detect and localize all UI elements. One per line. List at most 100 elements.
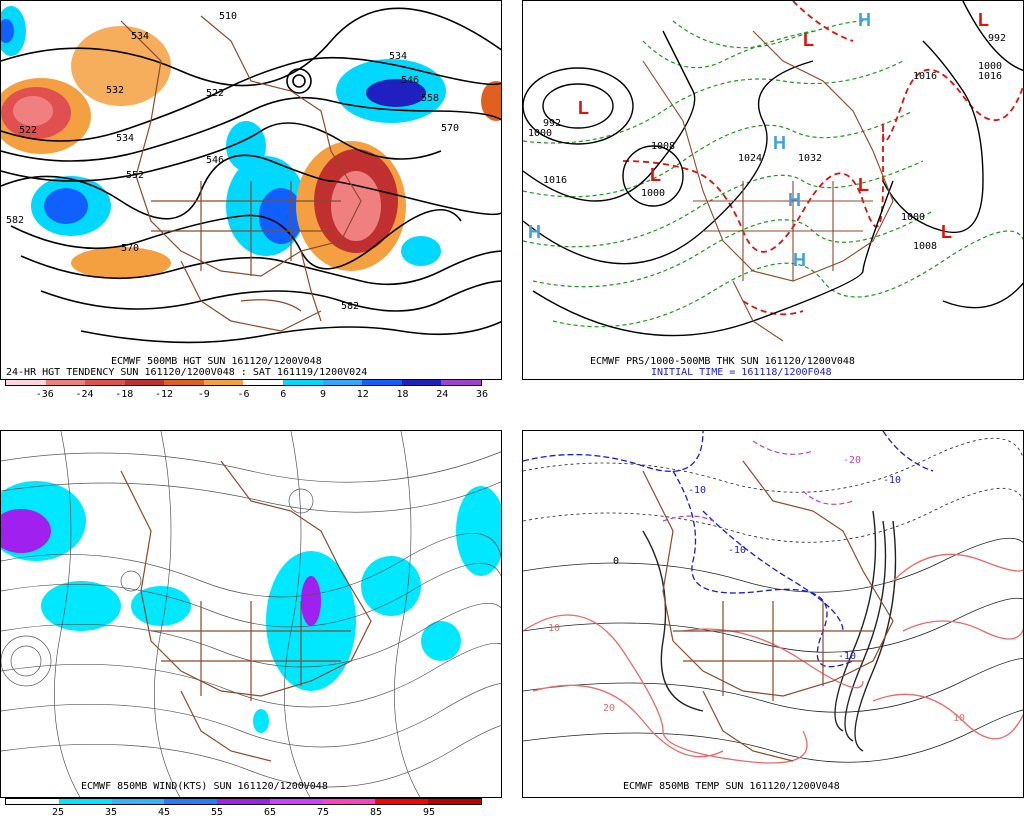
svg-text:582: 582: [341, 301, 359, 312]
panel-500mb-height: 534 522 532 546 570 582 534 546 558 570 …: [0, 0, 502, 380]
svg-text:534: 534: [389, 51, 407, 62]
svg-text:-10: -10: [838, 651, 856, 662]
colorbar-wind-ticks: 25 35 45 55 65 75 85 95: [5, 807, 482, 819]
panel-temp-caption: ECMWF 850MB TEMP SUN 161120/1200V048: [623, 781, 840, 792]
temp-labels: -10 -10 -10 -20 -10 0 10 10 20: [548, 455, 965, 724]
svg-text:522: 522: [19, 125, 37, 136]
colorbar-tick-label: 75: [316, 807, 330, 818]
colorbar-tick-label: 25: [51, 807, 65, 818]
svg-text:532: 532: [106, 85, 124, 96]
colorbar-tick-label: 6: [280, 389, 287, 400]
high-marker: H: [793, 250, 806, 270]
colorbar-tick-label: 18: [396, 389, 409, 400]
low-marker: L: [978, 10, 989, 30]
svg-text:546: 546: [401, 75, 419, 86]
svg-text:552: 552: [126, 170, 144, 181]
svg-text:0: 0: [613, 556, 619, 567]
isobars: [523, 1, 1023, 337]
colorbar-swatch: [58, 799, 112, 804]
colorbar-swatch: [164, 799, 218, 804]
svg-text:10: 10: [953, 713, 965, 724]
svg-text:-20: -20: [843, 455, 861, 466]
svg-text:534: 534: [131, 31, 149, 42]
svg-text:1016: 1016: [913, 71, 937, 82]
svg-text:1000: 1000: [528, 128, 552, 139]
colorbar-swatch: [269, 799, 323, 804]
colorbar-height-tendency: [5, 379, 482, 386]
colorbar-swatch: [203, 380, 244, 385]
colorbar-swatch: [322, 380, 363, 385]
svg-text:1000: 1000: [901, 212, 925, 223]
colorbar-swatch: [124, 380, 165, 385]
colorbar-swatch: [401, 380, 442, 385]
high-marker: H: [788, 190, 801, 210]
svg-text:1024: 1024: [738, 153, 762, 164]
panel-500mb-caption-2: 24-HR HGT TENDENCY SUN 161120/1200V048 :…: [6, 367, 368, 378]
colorbar-tick-label: 9: [319, 389, 326, 400]
colorbar-swatch: [441, 380, 481, 385]
svg-text:-10: -10: [883, 475, 901, 486]
low-marker: L: [803, 30, 814, 50]
colorbar-tick-label: 24: [436, 389, 449, 400]
svg-text:570: 570: [121, 243, 139, 254]
colorbar-swatch: [6, 799, 59, 804]
svg-text:558: 558: [421, 93, 439, 104]
high-marker: H: [773, 133, 786, 153]
colorbar-swatch: [322, 799, 376, 804]
svg-text:1032: 1032: [798, 153, 822, 164]
freezing-thickness: [622, 1, 1023, 316]
map-pressure-thickness: L L L L L L H H H H H 992 1000 1016 1000…: [523, 1, 1023, 342]
panel-850mb-wind: ECMWF 850MB WIND(KTS) SUN 161120/1200V04…: [0, 430, 502, 798]
colorbar-tick-label: 85: [369, 807, 383, 818]
svg-text:10: 10: [548, 623, 560, 634]
panel-500mb-caption: ECMWF 500MB HGT SUN 161120/1200V048: [111, 356, 322, 367]
colorbar-tick-label: 35: [104, 807, 118, 818]
svg-text:992: 992: [543, 118, 561, 129]
colorbar-tick-label: -12: [154, 389, 174, 400]
streamlines: [1, 431, 501, 797]
colorbar-wind: [5, 798, 482, 805]
colorbar-tick-label: 36: [475, 389, 489, 400]
panel-pressure-caption: ECMWF PRS/1000-500MB THK SUN 161120/1200…: [590, 356, 855, 367]
svg-text:1008: 1008: [651, 141, 675, 152]
colorbar-tick-label: 65: [263, 807, 277, 818]
svg-text:522: 522: [206, 88, 224, 99]
colorbar-tick-label: -24: [75, 389, 94, 400]
low-marker: L: [650, 165, 661, 185]
svg-text:-10: -10: [688, 485, 706, 496]
colorbar-swatch: [362, 380, 402, 385]
colorbar-tick-label: -6: [237, 389, 250, 400]
colorbar-tick-label: -36: [35, 389, 54, 400]
colorbar-tick-label: -18: [115, 389, 134, 400]
colorbar-swatch: [6, 380, 46, 385]
colorbar-tick-label: 45: [157, 807, 171, 818]
colorbar-swatch: [217, 799, 270, 804]
svg-text:1000: 1000: [978, 61, 1002, 72]
height-contours: [1, 7, 501, 344]
map-850mb-wind: [1, 431, 501, 797]
svg-text:1016: 1016: [543, 175, 567, 186]
svg-text:1008: 1008: [913, 241, 937, 252]
low-marker: L: [941, 222, 952, 242]
svg-text:510: 510: [219, 11, 237, 22]
high-marker: H: [858, 10, 871, 30]
pressure-centers: L L L L L L H H H H H: [528, 10, 989, 270]
colorbar-swatch: [375, 799, 429, 804]
svg-text:20: 20: [603, 703, 615, 714]
svg-text:1016: 1016: [978, 71, 1002, 82]
colorbar-swatch: [111, 799, 165, 804]
map-850mb-temp: -10 -10 -10 -20 -10 0 10 10 20: [523, 431, 1023, 764]
map-borders: [120, 15, 362, 332]
map-500mb: 534 522 532 546 570 582 534 546 558 570 …: [1, 6, 501, 344]
map-borders: [642, 460, 894, 762]
colorbar-swatch: [45, 380, 86, 385]
colorbar-swatch: [85, 380, 125, 385]
colorbar-tick-label: 55: [210, 807, 224, 818]
colorbar-height-tendency-ticks: -36 -24 -18 -12 -9 -6 6 9 12 18 24 36: [5, 389, 488, 401]
svg-text:1000: 1000: [641, 188, 665, 199]
colorbar-tick-label: 12: [356, 389, 369, 400]
svg-text:-10: -10: [728, 545, 746, 556]
contour-labels: 534 522 532 546 570 582 534 546 558 570 …: [6, 11, 459, 312]
temp-contours-blue: [523, 431, 934, 668]
colorbar-swatch: [283, 380, 323, 385]
